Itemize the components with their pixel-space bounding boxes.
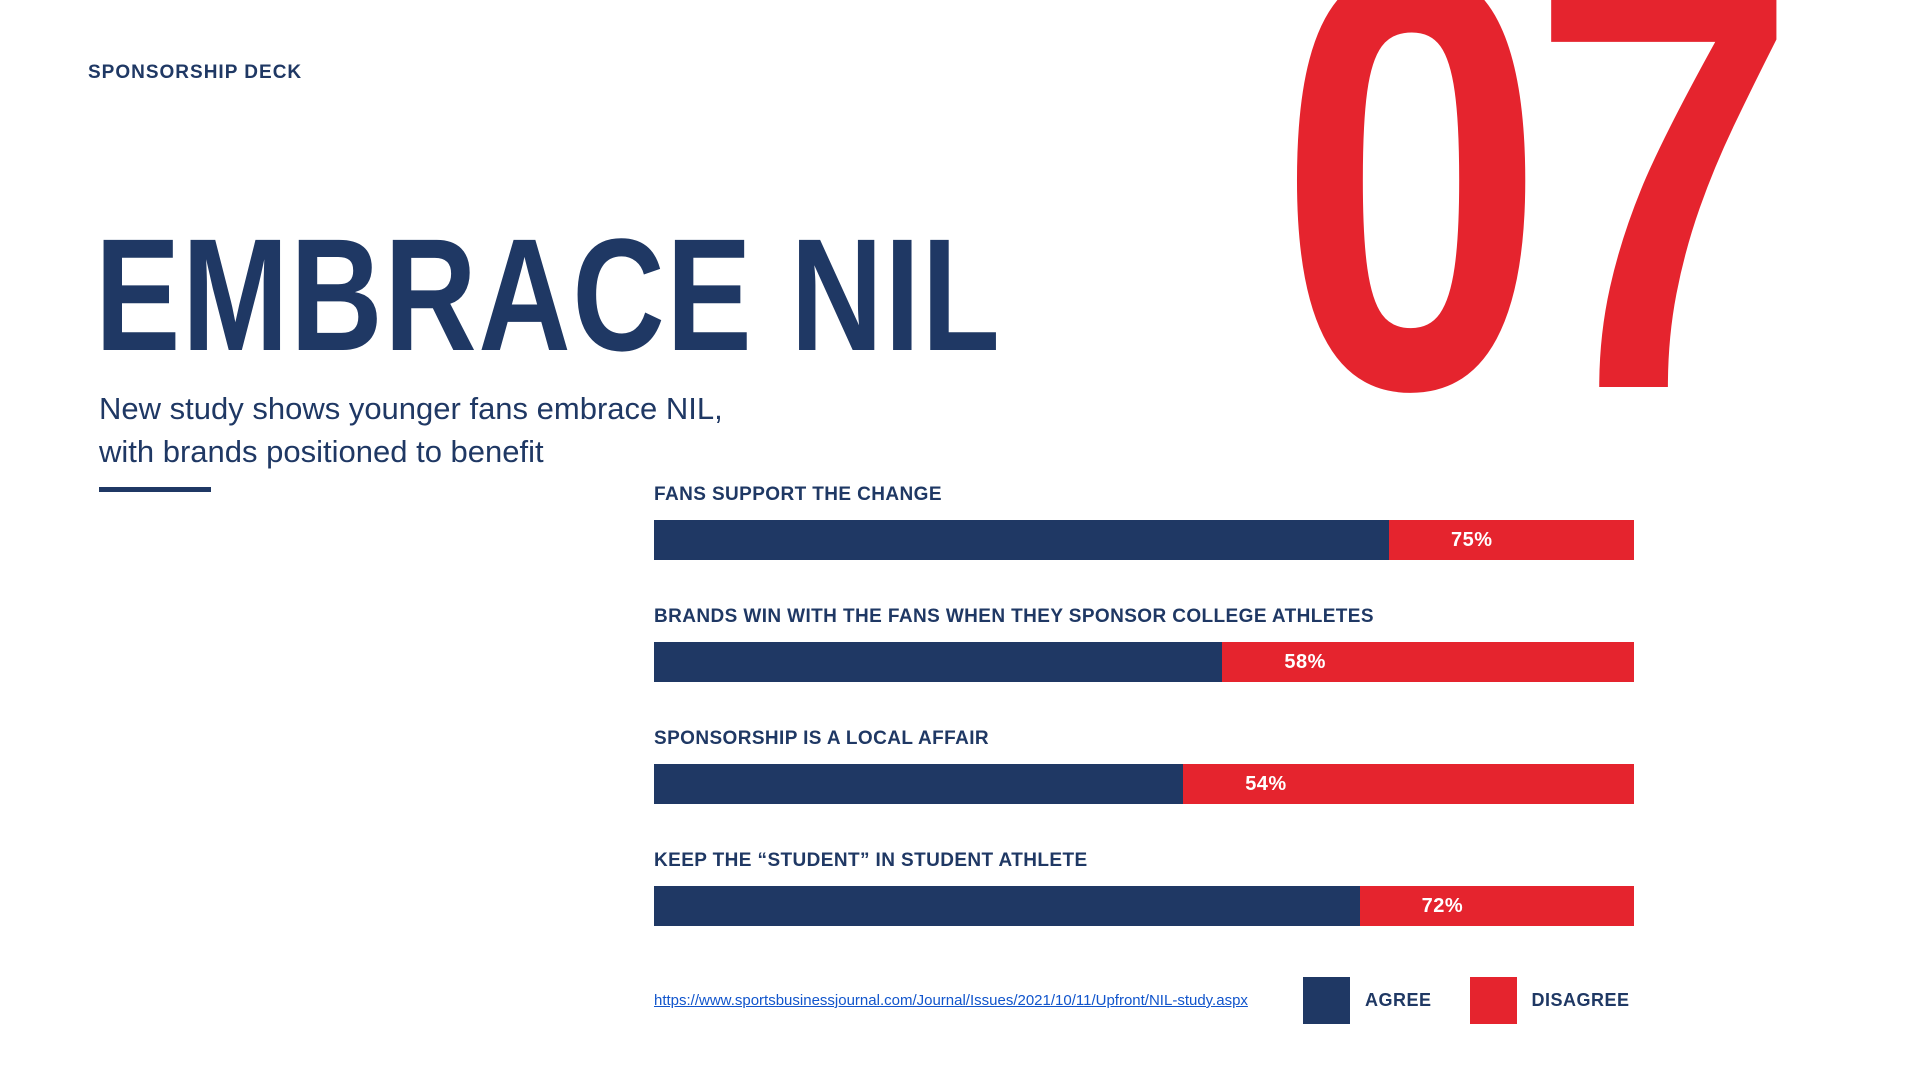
bar-category-label: FANS SUPPORT THE CHANGE	[654, 484, 942, 505]
stacked-bar: 75%	[654, 520, 1634, 560]
subtitle-line-2: with brands positioned to benefit	[99, 433, 544, 469]
page-number: 07	[1278, 0, 1798, 515]
slide-subtitle: New study shows younger fans embrace NIL…	[99, 388, 723, 474]
bar-value-label: 54%	[1245, 772, 1287, 795]
bar-segment-disagree: 72%	[1359, 886, 1634, 926]
stacked-bar: 72%	[654, 886, 1634, 926]
bar-category-label: SPONSORSHIP IS A LOCAL AFFAIR	[654, 728, 989, 749]
bar-category-label: BRANDS WIN WITH THE FANS WHEN THEY SPONS…	[654, 606, 1374, 627]
legend-swatch-disagree	[1469, 977, 1517, 1024]
bar-group: BRANDS WIN WITH THE FANS WHEN THEY SPONS…	[654, 606, 1634, 682]
bar-group: KEEP THE “STUDENT” IN STUDENT ATHLETE 72…	[654, 850, 1634, 926]
stacked-bar: 54%	[654, 764, 1634, 804]
bar-segment-disagree: 58%	[1222, 642, 1634, 682]
bar-segment-disagree: 75%	[1389, 520, 1634, 560]
legend-swatch-agree	[1303, 977, 1350, 1024]
bar-segment-disagree: 54%	[1183, 764, 1634, 804]
source-link[interactable]: https://www.sportsbusinessjournal.com/Jo…	[654, 992, 1248, 1009]
legend-label-disagree: DISAGREE	[1531, 990, 1630, 1010]
bar-group: FANS SUPPORT THE CHANGE 75%	[654, 484, 1634, 560]
bar-value-label: 58%	[1284, 650, 1326, 673]
bar-category-label: KEEP THE “STUDENT” IN STUDENT ATHLETE	[654, 850, 1088, 871]
legend-label-agree: AGREE	[1365, 990, 1432, 1010]
bar-value-label: 75%	[1451, 528, 1493, 551]
chart-legend: AGREE DISAGREE	[1303, 977, 1630, 1024]
bar-segment-agree	[654, 642, 1223, 682]
bar-group: SPONSORSHIP IS A LOCAL AFFAIR 54%	[654, 728, 1634, 804]
bar-value-label: 72%	[1421, 894, 1464, 917]
bar-segment-agree	[654, 764, 1184, 804]
slide-title: EMBRACE NIL	[95, 205, 1002, 384]
deck-label: SPONSORSHIP DECK	[88, 62, 303, 83]
subtitle-line-1: New study shows younger fans embrace NIL…	[99, 391, 723, 426]
bar-chart: FANS SUPPORT THE CHANGE 75% BRANDS WIN W…	[654, 484, 1634, 972]
bar-segment-agree	[654, 886, 1360, 926]
accent-divider	[99, 487, 211, 492]
stacked-bar: 58%	[654, 642, 1634, 682]
bar-segment-agree	[654, 520, 1389, 560]
